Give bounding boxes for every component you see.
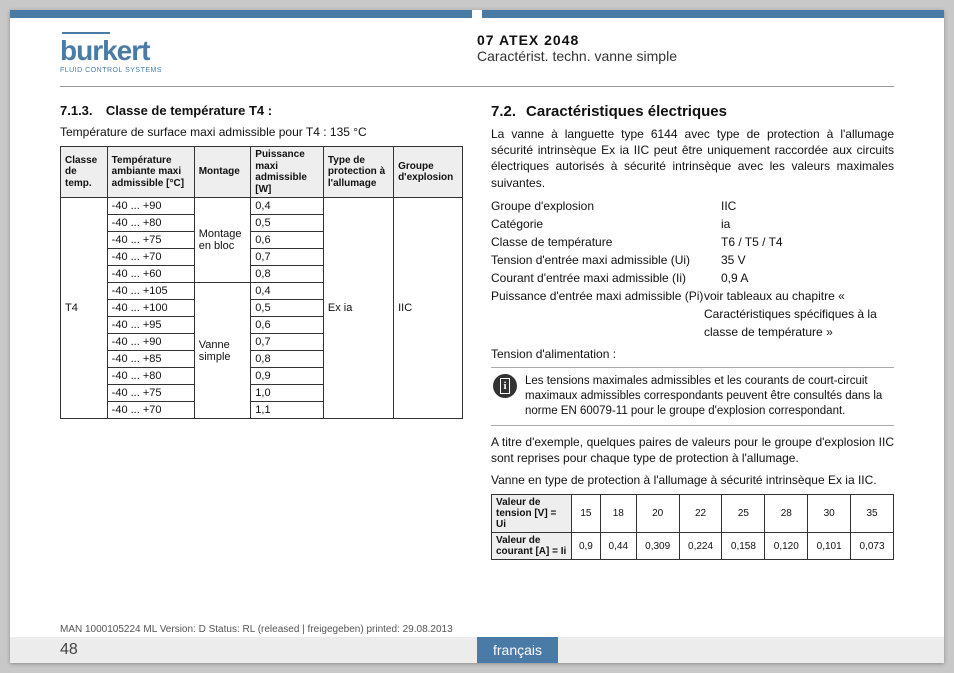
cell: 35 <box>851 495 894 533</box>
row-header: Valeur de tension [V] = Ui <box>492 495 572 533</box>
kv-key: Catégorie <box>491 215 721 233</box>
cell-group: IIC <box>394 198 463 419</box>
doc-code: 07 ATEX 2048 <box>477 32 894 48</box>
kv-val: ia <box>721 215 730 233</box>
cell-montage2: Vanne simple <box>194 283 251 419</box>
col-header: Classe de temp. <box>61 147 108 198</box>
doc-subtitle: Caractérist. techn. vanne simple <box>477 48 894 64</box>
cell: 0,073 <box>851 533 894 560</box>
cell-pw: 0,8 <box>251 266 324 283</box>
cell-amb: -40 ... +100 <box>107 300 194 317</box>
cell-pw: 0,9 <box>251 368 324 385</box>
col-header: Puissance maxi admissible [W] <box>251 147 324 198</box>
page-number: 48 <box>10 637 477 663</box>
kv-val: T6 / T5 / T4 <box>721 233 783 251</box>
cell-pw: 0,7 <box>251 334 324 351</box>
cell-pw: 0,6 <box>251 317 324 334</box>
brand-tagline: FLUID CONTROL SYSTEMS <box>60 67 162 74</box>
cell: 18 <box>600 495 636 533</box>
cell-tempclass: T4 <box>61 198 108 419</box>
footer-meta: MAN 1000105224 ML Version: D Status: RL … <box>10 624 944 637</box>
kv-val: IIC <box>721 197 736 215</box>
page: burkert FLUID CONTROL SYSTEMS 07 ATEX 20… <box>10 10 944 663</box>
note-box: i Les tensions maximales admissibles et … <box>491 367 894 426</box>
header: burkert FLUID CONTROL SYSTEMS 07 ATEX 20… <box>10 18 944 82</box>
kv-key: Courant d'entrée maxi admissible (Ii) <box>491 269 721 287</box>
col-header: Montage <box>194 147 251 198</box>
cell-prot: Ex ia <box>323 198 393 419</box>
brand-name: burkert <box>60 35 162 67</box>
kv-key: Tension d'entrée maxi admissible (Ui) <box>491 251 721 269</box>
example-paragraph-2: Vanne en type de protection à l'allumage… <box>491 472 894 488</box>
cell-pw: 0,4 <box>251 283 324 300</box>
right-column: 7.2. Caractéristiques électriques La van… <box>491 103 894 663</box>
section-number: 7.1.3. <box>60 103 93 118</box>
cell-pw: 1,0 <box>251 385 324 402</box>
intro-paragraph: La vanne à languette type 6144 avec type… <box>491 126 894 191</box>
kv-key: Groupe d'explosion <box>491 197 721 215</box>
cell: 25 <box>722 495 765 533</box>
col-header: Type de protection à l'allumage <box>323 147 393 198</box>
cell-pw: 0,8 <box>251 351 324 368</box>
kv-key: Puissance d'entrée maxi admissible (Pi) <box>491 287 704 341</box>
cell: 28 <box>765 495 808 533</box>
temp-class-table: Classe de temp. Température ambiante max… <box>60 146 463 419</box>
cell-amb: -40 ... +75 <box>107 385 194 402</box>
cell-amb: -40 ... +70 <box>107 249 194 266</box>
voltage-current-table: Valeur de tension [V] = Ui 15 18 20 22 2… <box>491 494 894 560</box>
example-paragraph-1: A titre d'exemple, quelques paires de va… <box>491 434 894 466</box>
cell-amb: -40 ... +75 <box>107 232 194 249</box>
cell-amb: -40 ... +90 <box>107 334 194 351</box>
cell-amb: -40 ... +80 <box>107 215 194 232</box>
kv-val: 0,9 A <box>721 269 748 287</box>
cell-pw: 0,6 <box>251 232 324 249</box>
cell-amb: -40 ... +60 <box>107 266 194 283</box>
cell: 30 <box>808 495 851 533</box>
cell-amb: -40 ... +90 <box>107 198 194 215</box>
kv-list: Groupe d'explosionIIC Catégorieia Classe… <box>491 197 894 341</box>
cell-amb: -40 ... +95 <box>107 317 194 334</box>
cell: 0,44 <box>600 533 636 560</box>
cell-montage1: Montage en bloc <box>194 198 251 283</box>
cell: 0,101 <box>808 533 851 560</box>
cell-pw: 0,4 <box>251 198 324 215</box>
row-header: Valeur de courant [A] = Ii <box>492 533 572 560</box>
cell: 0,158 <box>722 533 765 560</box>
cell-amb: -40 ... +85 <box>107 351 194 368</box>
section-subline: Température de surface maxi admissible p… <box>60 124 463 140</box>
kv-val: voir tableaux au chapitre « Caractéristi… <box>704 287 894 341</box>
cell: 22 <box>679 495 722 533</box>
content: 7.1.3. Classe de température T4 : Tempér… <box>10 87 944 663</box>
book-icon: i <box>493 374 517 398</box>
cell-amb: -40 ... +80 <box>107 368 194 385</box>
cell-pw: 0,7 <box>251 249 324 266</box>
section-title: Caractéristiques électriques <box>526 103 727 120</box>
footer: MAN 1000105224 ML Version: D Status: RL … <box>10 624 944 663</box>
cell: 0,224 <box>679 533 722 560</box>
cell-pw: 0,5 <box>251 300 324 317</box>
cell: 20 <box>636 495 679 533</box>
cell-pw: 1,1 <box>251 402 324 419</box>
col-header: Température ambiante maxi admissible [°C… <box>107 147 194 198</box>
kv-val: 35 V <box>721 251 746 269</box>
cell-pw: 0,5 <box>251 215 324 232</box>
supply-label: Tension d'alimentation : <box>491 347 894 361</box>
doc-title: 07 ATEX 2048 Caractérist. techn. vanne s… <box>477 32 894 64</box>
cell-amb: -40 ... +105 <box>107 283 194 300</box>
left-column: 7.1.3. Classe de température T4 : Tempér… <box>60 103 463 663</box>
cell: 15 <box>572 495 601 533</box>
language-tag: français <box>477 637 558 663</box>
kv-key: Classe de température <box>491 233 721 251</box>
cell: 0,9 <box>572 533 601 560</box>
logo: burkert FLUID CONTROL SYSTEMS <box>60 32 477 74</box>
cell-amb: -40 ... +70 <box>107 402 194 419</box>
top-accent <box>10 10 944 18</box>
section-title: Classe de température T4 : <box>106 103 272 118</box>
col-header: Groupe d'explosion <box>394 147 463 198</box>
section-number: 7.2. <box>491 103 516 120</box>
cell: 0,309 <box>636 533 679 560</box>
note-text: Les tensions maximales admissibles et le… <box>525 374 892 419</box>
cell: 0,120 <box>765 533 808 560</box>
